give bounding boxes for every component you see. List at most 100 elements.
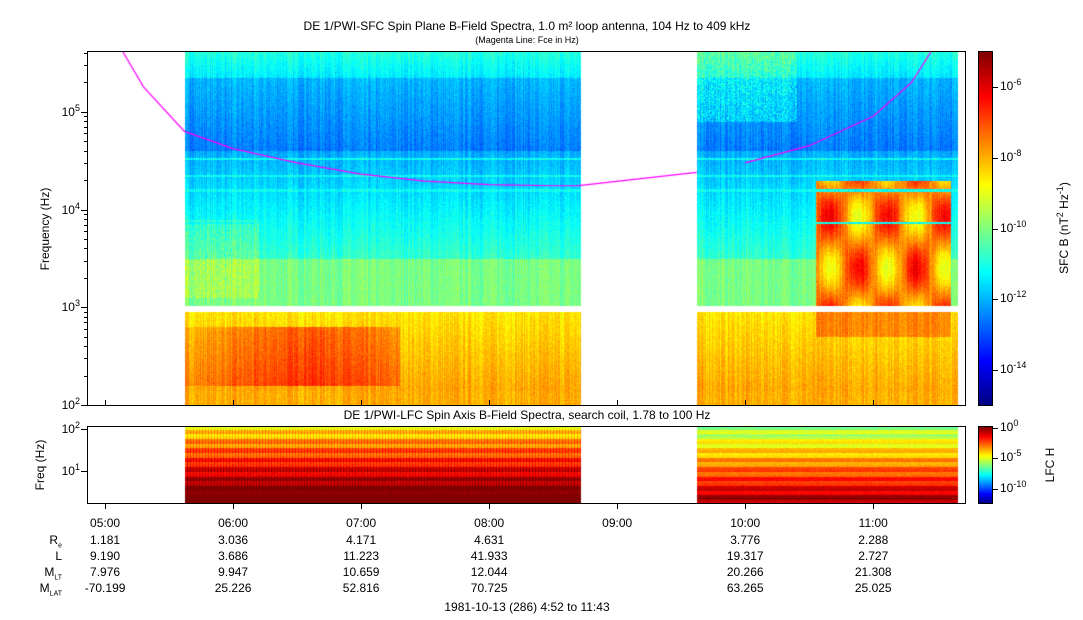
date-range: 1981-10-13 (286) 4:52 to 11:43 [444,600,610,614]
y-minor-tick [84,213,88,215]
lfc-colorbar [979,427,992,503]
lfc-colorbar-label: LFC H [1043,447,1057,483]
row-label-sub: LT [54,574,62,582]
tick-base: 10 [61,422,75,437]
colorbar-tick-label: 10-8 [1000,148,1021,164]
tick-exponent: 1 [74,462,80,473]
y-minor-tick [84,65,88,67]
x-tick-label: 11:00 [858,516,888,530]
tick-base: 10 [61,104,75,119]
y-minor-tick [84,248,88,250]
ephemeris-value: 9.947 [218,565,249,579]
ephemeris-value: 25.025 [854,581,892,595]
x-tick-label: 05:00 [90,516,121,530]
y-minor-tick [84,218,88,220]
colorbar-tick [992,87,998,89]
x-tick-label: 08:00 [474,516,505,530]
ephemeris-value: 21.308 [854,565,892,579]
x-tick-label: 07:00 [346,516,377,530]
tick-base: 10 [61,398,75,412]
tick-base: 10 [61,464,75,479]
y-minor-tick [84,52,88,54]
ephemeris-value: 19.317 [726,549,764,563]
ephemeris-value: 2.727 [858,549,889,563]
lfc-y-label: Freq (Hz) [33,439,47,491]
x-tick-mark [617,503,619,509]
ephemeris-value: 20.266 [726,565,764,579]
y-minor-tick [84,180,88,182]
x-tick-label: 10:00 [730,516,761,530]
sfc-spectrogram [88,52,965,405]
y-minor-tick [84,375,88,377]
y-minor-tick [84,277,88,279]
y-minor-tick [84,336,88,338]
colorbar-tick-label: 10-6 [1000,77,1021,93]
tick-base: 10 [1000,79,1014,94]
y-minor-tick [84,231,88,233]
ephemeris-value: 9.190 [90,549,121,563]
y-minor-tick [84,346,88,348]
y-tick-label: 103 [62,298,80,314]
colorbar-tick [992,228,998,230]
colorbar-tick [992,157,998,159]
colorbar-tick [992,299,998,301]
tick-exponent: 5 [74,102,80,113]
y-tick-mark [81,429,88,431]
x-tick-mark [489,400,491,405]
lfc-spectrogram [88,427,965,503]
tick-exponent: -12 [1013,289,1027,300]
tick-exponent: 3 [74,298,80,309]
colorbar-tick [992,458,998,460]
cb-label-c: ) [1057,182,1071,187]
ephemeris-row-label: MLAT [40,581,62,597]
ephemeris-value: 11.223 [343,549,380,563]
y-minor-tick [84,126,88,128]
y-tick-label: 102 [62,396,80,412]
ephemeris-value: -70.199 [84,581,126,595]
ephemeris-value: 2.288 [858,533,889,547]
x-tick-mark [873,503,875,509]
tick-base: 10 [61,300,75,315]
tick-exponent: -14 [1013,359,1027,370]
x-tick-label: 06:00 [218,516,249,530]
colorbar-tick-label: 10-10 [1000,219,1026,235]
y-minor-tick [84,133,88,135]
tick-exponent: 2 [74,396,80,406]
sfc-y-label: Frequency (Hz) [38,187,52,271]
ephemeris-value: 4.171 [346,533,377,547]
ephemeris-row-label: MLT [44,565,62,581]
y-minor-tick [84,358,88,360]
ephemeris-value: 3.686 [218,549,249,563]
ephemeris-value: 3.036 [218,533,249,547]
row-label-main: M [39,581,50,595]
colorbar-tick-label: 10-5 [1000,448,1021,464]
row-label-sub: LAT [49,590,62,598]
y-minor-tick [84,82,88,84]
tick-base: 10 [1000,480,1014,495]
y-tick-mark [81,209,88,211]
y-tick-mark [81,405,88,406]
ephemeris-value: 70.725 [470,581,508,595]
x-tick-mark [233,400,235,405]
x-tick-mark [233,503,235,509]
colorbar-tick [992,428,998,429]
tick-exponent: -8 [1013,147,1022,158]
x-tick-mark [361,503,363,509]
x-tick-mark [361,400,363,405]
y-minor-tick [84,328,88,330]
ephemeris-value: 25.226 [214,581,252,595]
tick-exponent: -5 [1013,448,1022,459]
ephemeris-row-label: Re [49,533,62,549]
bottom-chart-title: DE 1/PWI-LFC Spin Axis B-Field Spectra, … [343,408,711,422]
colorbar-tick-label: 100 [1000,418,1018,434]
y-minor-tick [84,322,88,324]
y-tick-mark [81,307,88,309]
y-minor-tick [84,311,88,313]
cb-label-exp1: 2 [1055,212,1065,218]
y-minor-tick [84,260,88,262]
x-tick-mark [489,503,491,509]
x-tick-mark [745,400,747,405]
cb-label-a: SFC B (nT [1057,217,1071,274]
x-tick-mark [105,503,107,509]
colorbar-tick-label: 10-14 [1000,360,1026,376]
